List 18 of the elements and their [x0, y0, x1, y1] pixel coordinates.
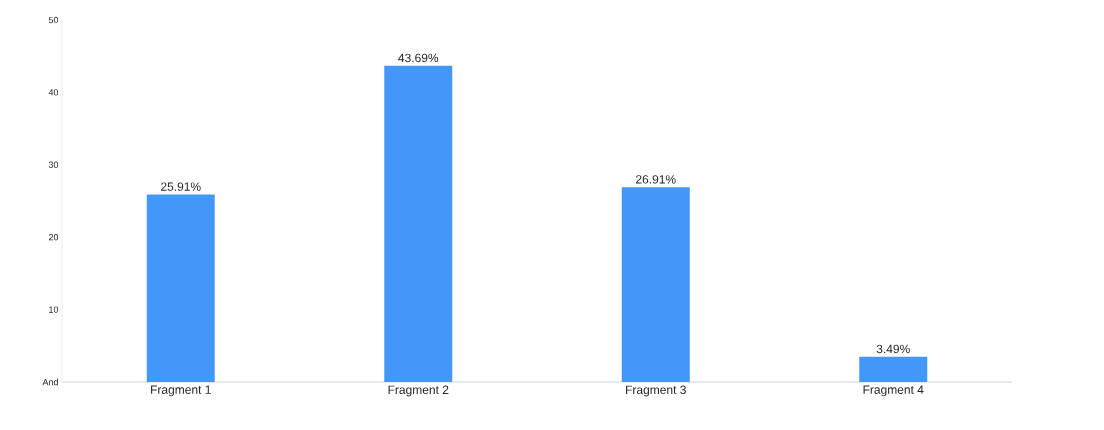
bar [859, 356, 928, 382]
data-label: 43.69% [398, 53, 439, 63]
y-tick-label: 20 [48, 234, 59, 241]
y-tick-label: 10 [49, 306, 59, 313]
bar [146, 194, 215, 382]
y-tick-label: 50 [48, 16, 59, 24]
y-tick-label: And [42, 378, 58, 386]
data-label: 26.91% [636, 175, 676, 184]
bar [384, 65, 453, 382]
x-tick-label: Fragment 1 [151, 385, 211, 397]
y-tick-label: 30 [48, 161, 59, 168]
data-label: 3.49% [876, 344, 910, 354]
y-tick-label: 40 [48, 89, 59, 96]
data-label: 25.91% [161, 182, 201, 191]
x-tick-label: Fragment 4 [863, 385, 924, 397]
bar [621, 187, 690, 382]
x-tick-label: Fragment 2 [388, 385, 449, 397]
x-tick-label: Fragment 3 [626, 385, 686, 397]
